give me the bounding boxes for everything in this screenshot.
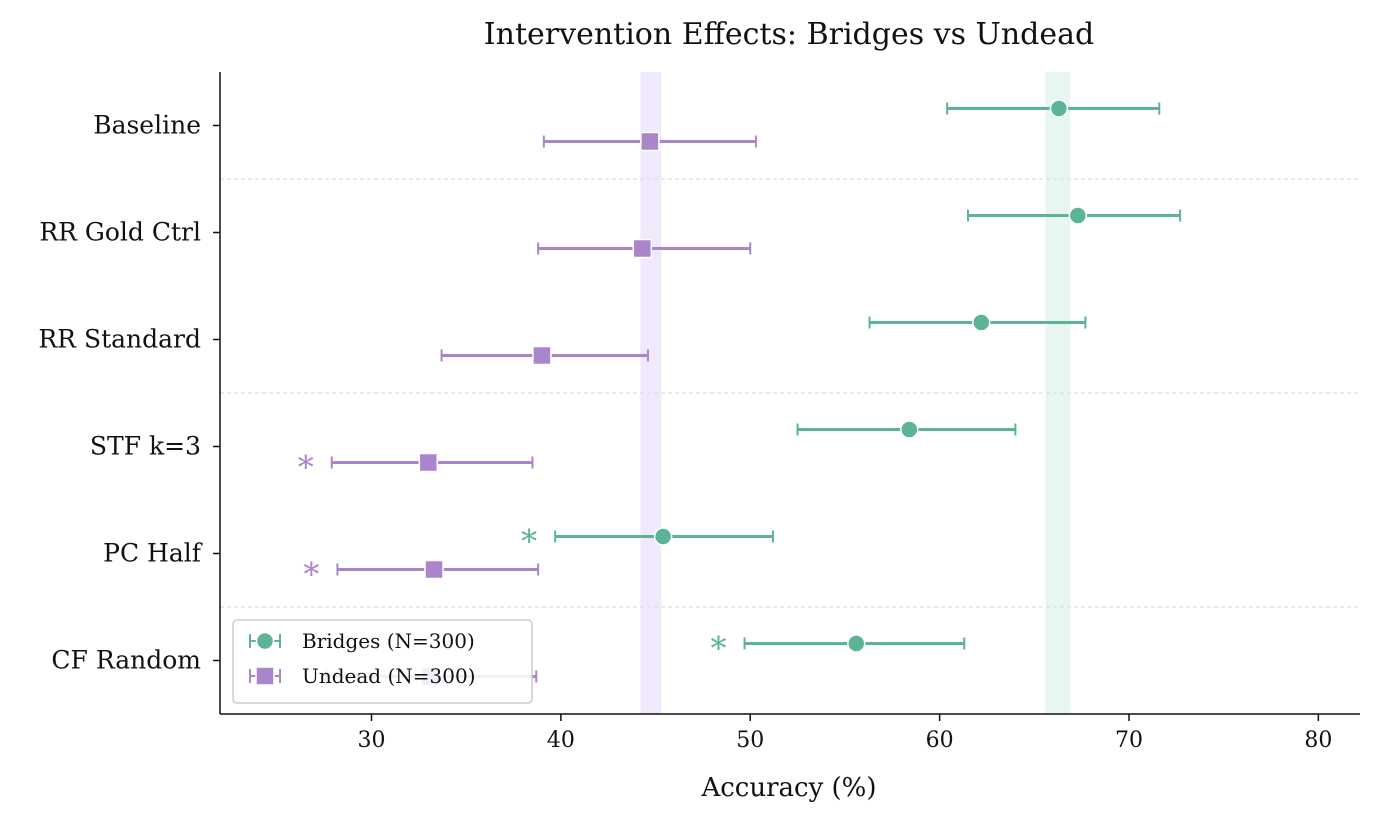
undead-marker (418, 452, 439, 473)
bridges-significance-marker: * (521, 523, 537, 561)
bridges-point-group: * (711, 630, 966, 668)
bridges-point-group (946, 99, 1161, 118)
bridges-marker (1068, 206, 1088, 225)
x-tick-label: 50 (736, 728, 764, 753)
legend-label: Bridges (N=300) (302, 629, 475, 653)
undead-point-group (537, 238, 752, 259)
x-tick-label: 40 (547, 728, 575, 753)
undead-marker (424, 559, 444, 580)
bridges-marker (847, 634, 866, 653)
legend-label: Undead (N=300) (302, 664, 476, 688)
bridges-point-group (868, 313, 1087, 332)
legend-entry-undead: Undead (N=300) (249, 664, 476, 688)
legend: Bridges (N=300) Undead (N=300) (232, 619, 533, 704)
x-tick-label: 80 (1304, 728, 1332, 753)
legend-entry-bridges: Bridges (N=300) (249, 629, 475, 653)
y-tick-label: RR Gold Ctrl (39, 218, 201, 247)
y-tick-label: RR Standard (38, 325, 201, 354)
x-tick-label: 70 (1115, 728, 1143, 753)
axes: 30 40 50 60 70 80 Baseline RR Gold Ctrl RR Stand… (38, 72, 1360, 753)
undead-marker (532, 345, 552, 366)
x-tick-label: 60 (926, 728, 954, 753)
undead-point-group (440, 345, 649, 366)
legend-marker (255, 666, 275, 686)
chart-title: Intervention Effects: Bridges vs Undead (484, 17, 1094, 52)
legend-marker (255, 631, 275, 651)
undead-significance-marker: * (303, 556, 319, 594)
group-separators (220, 178, 1360, 608)
bridges-point-group: * (521, 523, 774, 561)
y-tick-label: Baseline (93, 111, 201, 140)
bridges-significance-marker: * (711, 630, 727, 668)
bridges-marker (1049, 99, 1069, 118)
undead-point-group: * (298, 449, 534, 487)
x-tick-label: 30 (357, 728, 385, 753)
bridges-marker (972, 313, 991, 332)
undead-marker (632, 238, 653, 259)
bridges-marker (653, 527, 673, 546)
y-tick-label: CF Random (51, 646, 201, 675)
undead-point-group (542, 131, 757, 152)
y-tick-label: STF k=3 (90, 432, 201, 461)
bridges-marker (900, 420, 919, 439)
y-tick-label: PC Half (103, 539, 203, 568)
bridges-point-group (796, 420, 1017, 439)
x-axis-label: Accuracy (%) (700, 773, 876, 803)
legend-box (232, 619, 533, 704)
undead-marker (640, 131, 660, 152)
bridges-point-group (967, 206, 1182, 225)
undead-point-group: * (303, 556, 540, 594)
undead-significance-marker: * (298, 449, 314, 487)
